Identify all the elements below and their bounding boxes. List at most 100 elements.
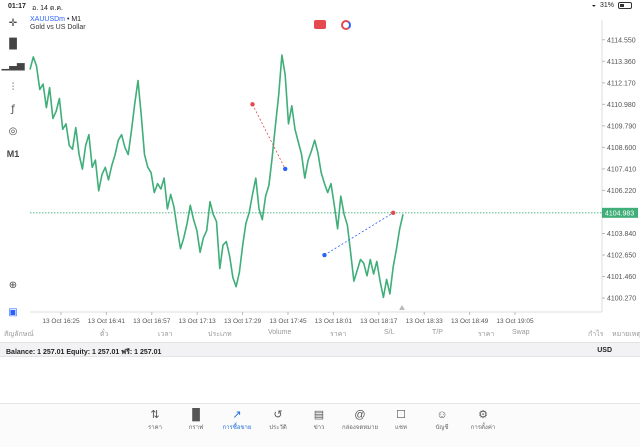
- function-icon[interactable]: ƒ: [11, 103, 15, 115]
- trade-marker-sell: [250, 102, 255, 107]
- timeframe-button[interactable]: M1: [6, 149, 20, 159]
- tab-label: บัญชี: [435, 425, 449, 431]
- tab-news[interactable]: ▤ ข่าว: [299, 408, 339, 432]
- tab-label: กล่องจดหมาย: [341, 425, 379, 431]
- y-tick-label: 4106.220: [607, 188, 636, 195]
- wifi-icon: ◒: [591, 2, 596, 9]
- trade-marker-buy: [283, 166, 288, 172]
- trade-icon: ↗: [232, 409, 242, 421]
- x-tick-label: 13 Oct 17:29: [224, 318, 262, 325]
- chat-icon: ☐: [396, 409, 406, 421]
- x-tick-label: 13 Oct 16:57: [133, 318, 171, 325]
- y-tick-label: 4100.270: [607, 296, 636, 303]
- battery-icon: [618, 2, 632, 9]
- trade-connector-profit: [324, 212, 394, 256]
- column-header[interactable]: Volume: [268, 329, 292, 336]
- news-icon: ▤: [313, 409, 325, 421]
- tab-label: การตั้งค่า: [470, 425, 496, 431]
- tab-mailbox[interactable]: @ กล่องจดหมาย: [340, 408, 380, 432]
- bottom-tab-bar: ⇅ ราคา ▐▌ กราฟ ↗ การซื้อขาย ↺ ประวัติ ▤ ข่าว @ กล่อ…: [0, 403, 640, 447]
- column-header[interactable]: หมายเหตุ: [612, 331, 640, 338]
- column-header[interactable]: เวลา: [158, 331, 173, 338]
- y-tick-label: 4109.790: [607, 123, 636, 130]
- x-tick-label: 13 Oct 18:33: [406, 318, 444, 325]
- y-tick-label: 4112.170: [607, 80, 636, 87]
- y-tick-label: 4114.550: [607, 37, 636, 44]
- account-icon: ☺: [436, 409, 448, 421]
- column-header[interactable]: T/P: [432, 329, 443, 336]
- symbol-description: Gold vs US Dollar: [30, 24, 86, 31]
- x-tick-label: 13 Oct 16:25: [42, 318, 80, 325]
- tab-account[interactable]: ☺ บัญชี: [422, 408, 462, 432]
- tab-settings[interactable]: ⚙ การตั้งค่า: [463, 408, 503, 432]
- balance-text: Balance: 1 257.01 Equity: 1 257.01 ฟรี: …: [6, 349, 162, 356]
- price-chart[interactable]: 4114.550 4113.360 4112.170 4110.980 4109.790…: [0, 0, 640, 326]
- one-click-icon[interactable]: ▣: [8, 306, 18, 318]
- y-tick-label: 4102.650: [607, 253, 636, 260]
- candles-icon[interactable]: ▐▌: [5, 38, 21, 50]
- symbol-timeframe: • M1: [65, 16, 82, 23]
- column-header[interactable]: Swap: [512, 329, 530, 336]
- chart-toolbar: ✛ ▐▌ ▁▃▅ ⫶ ƒ ◎ M1 ⊕ ▣: [0, 14, 26, 324]
- balance-currency: USD: [597, 347, 612, 354]
- crosshair-icon[interactable]: ✛: [8, 17, 18, 29]
- tab-chat[interactable]: ☐ แชท: [381, 408, 421, 432]
- battery-percent: 31%: [599, 2, 614, 9]
- current-price-label: 4104.983: [605, 210, 634, 217]
- y-tick-label: 4110.980: [607, 102, 636, 109]
- positions-header: สัญลักษณ์ ตั๋ว เวลา ประเภท Volume ราคา S/L T/P ร…: [0, 326, 640, 340]
- trade-connector-loss: [252, 104, 286, 170]
- tab-chart[interactable]: ▐▌ กราฟ: [176, 408, 216, 432]
- status-date: อ. 14 ต.ค.: [32, 5, 63, 12]
- settings-icon: ⚙: [478, 409, 488, 421]
- x-tick-label: 13 Oct 16:41: [88, 318, 126, 325]
- trade-level-toggle-icon[interactable]: [314, 20, 326, 29]
- column-header[interactable]: ราคา: [330, 331, 347, 338]
- y-tick-label: 4113.360: [607, 59, 636, 66]
- tab-label: ข่าว: [313, 425, 325, 431]
- chart-icon: ▐▌: [188, 409, 204, 421]
- price-series-line: [29, 54, 404, 299]
- column-header[interactable]: ประเภท: [208, 331, 232, 338]
- shapes-icon[interactable]: ◎: [8, 125, 18, 137]
- column-header[interactable]: กำไร: [588, 331, 604, 338]
- objects-icon[interactable]: ⫶: [11, 81, 15, 93]
- tab-label: ราคา: [148, 425, 162, 431]
- y-tick-label: 4101.460: [607, 274, 636, 281]
- tab-label: แชท: [395, 425, 407, 431]
- history-icon: ↺: [273, 409, 283, 421]
- column-header[interactable]: สัญลักษณ์: [4, 331, 34, 338]
- tab-label: การซื้อขาย: [222, 425, 252, 431]
- status-bar: 01:17 อ. 14 ต.ค. ◒ 31%: [0, 0, 640, 14]
- tab-quotes[interactable]: ⇅ ราคา: [135, 408, 175, 432]
- column-header[interactable]: ราคา: [478, 331, 495, 338]
- quotes-icon: ⇅: [150, 409, 160, 421]
- status-time: 01:17: [8, 3, 26, 10]
- x-tick-label: 13 Oct 18:49: [451, 318, 489, 325]
- scroll-arrow-icon: [399, 305, 405, 310]
- y-tick-label: 4107.410: [607, 166, 636, 173]
- column-header[interactable]: S/L: [384, 329, 395, 336]
- tab-label: กราฟ: [188, 425, 204, 431]
- column-header[interactable]: ตั๋ว: [100, 331, 109, 338]
- tab-trade[interactable]: ↗ การซื้อขาย: [217, 408, 257, 432]
- indicators-icon[interactable]: ▁▃▅: [1, 59, 25, 71]
- sync-icon[interactable]: [341, 20, 351, 30]
- y-tick-label: 4108.600: [607, 145, 636, 152]
- tab-history[interactable]: ↺ ประวัติ: [258, 408, 298, 432]
- balance-bar: Balance: 1 257.01 Equity: 1 257.01 ฟรี: …: [0, 342, 640, 357]
- trade-marker-sell: [390, 210, 396, 216]
- x-tick-label: 13 Oct 17:45: [269, 318, 307, 325]
- x-tick-label: 13 Oct 19:05: [496, 318, 534, 325]
- current-price-badge: [602, 207, 638, 218]
- trade-marker-buy: [322, 252, 327, 258]
- mailbox-icon: @: [354, 409, 366, 421]
- x-tick-label: 13 Oct 18:17: [360, 318, 398, 325]
- zoom-icon[interactable]: ⊕: [8, 279, 18, 291]
- tab-label: ประวัติ: [269, 425, 287, 431]
- x-tick-label: 13 Oct 17:13: [179, 318, 217, 325]
- y-tick-label: 4103.840: [607, 231, 636, 238]
- status-right: ◒ 31%: [592, 2, 632, 9]
- x-tick-label: 13 Oct 18:01: [315, 318, 353, 325]
- symbol-name: XAUUSDm: [30, 16, 66, 23]
